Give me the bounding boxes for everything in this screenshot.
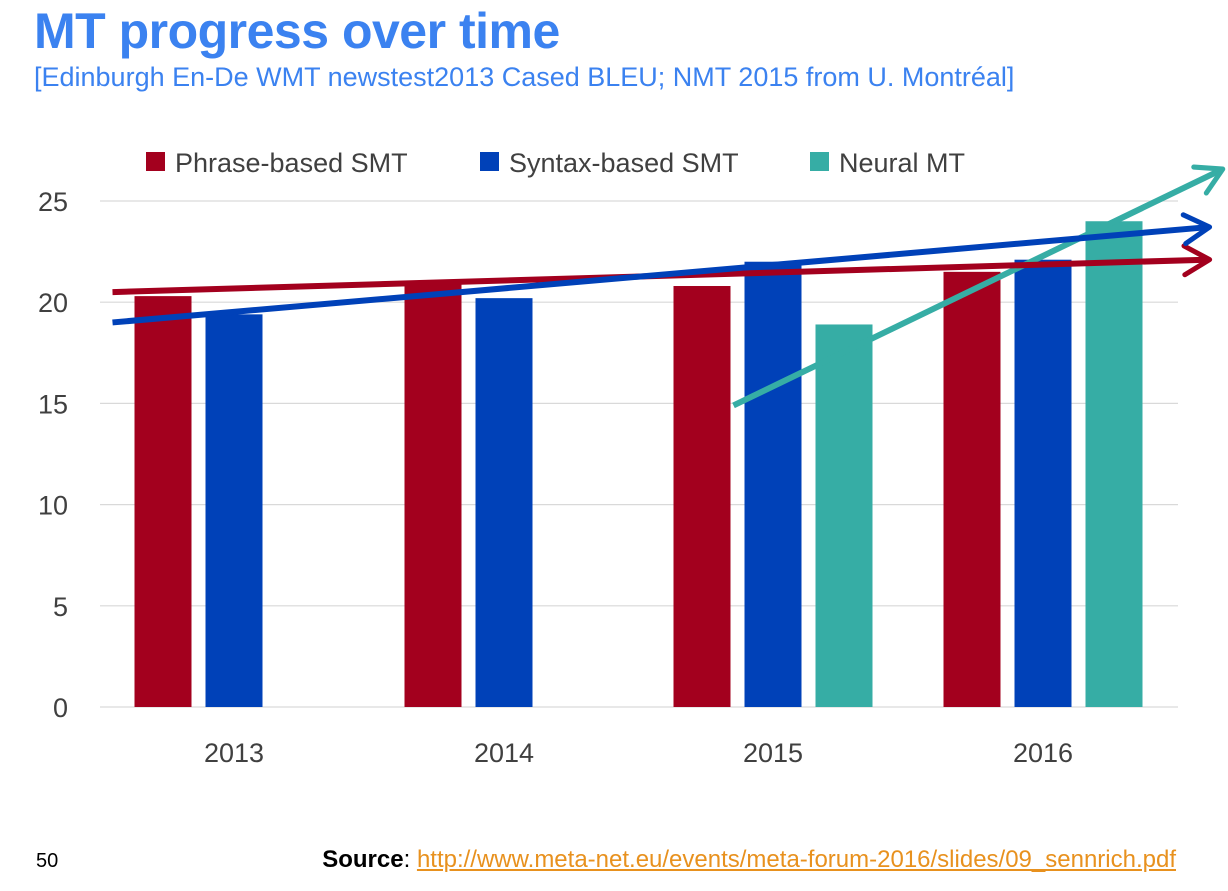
y-tick-label-20: 20 <box>38 288 68 318</box>
bar-neural-mt-2015 <box>815 324 873 707</box>
trend-arrow-syntax-based-smt <box>112 212 1213 326</box>
legend: Phrase-based SMT Syntax-based SMT Neural M… <box>146 148 965 178</box>
y-tick-label-15: 15 <box>38 389 68 419</box>
y-axis: 0 5 10 15 20 25 <box>38 187 68 723</box>
bar-neural-mt-2016 <box>1085 221 1143 708</box>
bar-syntax-based-smt-2013 <box>205 314 263 707</box>
y-tick-label-25: 25 <box>38 187 68 217</box>
x-tick-label-2014: 2014 <box>474 738 534 768</box>
slide-title: MT progress over time <box>34 3 560 59</box>
y-tick-label-5: 5 <box>53 592 68 622</box>
legend-swatch-phrase-based-smt <box>146 152 165 171</box>
trend-arrow-neural-mt <box>732 164 1226 409</box>
bar-phrase-based-smt-2013 <box>134 296 192 707</box>
bar-syntax-based-smt-2014 <box>475 298 533 707</box>
legend-label-syntax-based-smt: Syntax-based SMT <box>509 148 739 178</box>
bar-phrase-based-smt-2015 <box>673 286 731 707</box>
x-tick-label-2015: 2015 <box>743 738 803 768</box>
x-axis: 2013 2014 2015 2016 <box>204 738 1073 768</box>
source-label: Source <box>322 846 404 873</box>
page-number: 50 <box>36 850 59 872</box>
y-tick-label-10: 10 <box>38 491 68 521</box>
bar-phrase-based-smt-2014 <box>404 283 462 707</box>
bar-syntax-based-smt-2015 <box>744 261 802 707</box>
source-line: Source: http://www.meta-net.eu/events/me… <box>322 846 1176 874</box>
legend-label-neural-mt: Neural MT <box>839 148 965 178</box>
x-tick-label-2013: 2013 <box>204 738 264 768</box>
legend-swatch-syntax-based-smt <box>480 152 499 171</box>
legend-label-phrase-based-smt: Phrase-based SMT <box>175 148 408 178</box>
legend-swatch-neural-mt <box>810 152 829 171</box>
source-separator: : <box>403 846 417 873</box>
bar-phrase-based-smt-2016 <box>943 271 1001 707</box>
source-link[interactable]: http://www.meta-net.eu/events/meta-forum… <box>416 846 1176 873</box>
bars <box>134 221 1143 708</box>
trend-arrows <box>112 164 1226 409</box>
slide-subtitle: [Edinburgh En-De WMT newstest2013 Cased … <box>34 62 1015 92</box>
y-tick-label-0: 0 <box>53 693 68 723</box>
bar-syntax-based-smt-2016 <box>1014 259 1072 707</box>
x-tick-label-2016: 2016 <box>1013 738 1073 768</box>
